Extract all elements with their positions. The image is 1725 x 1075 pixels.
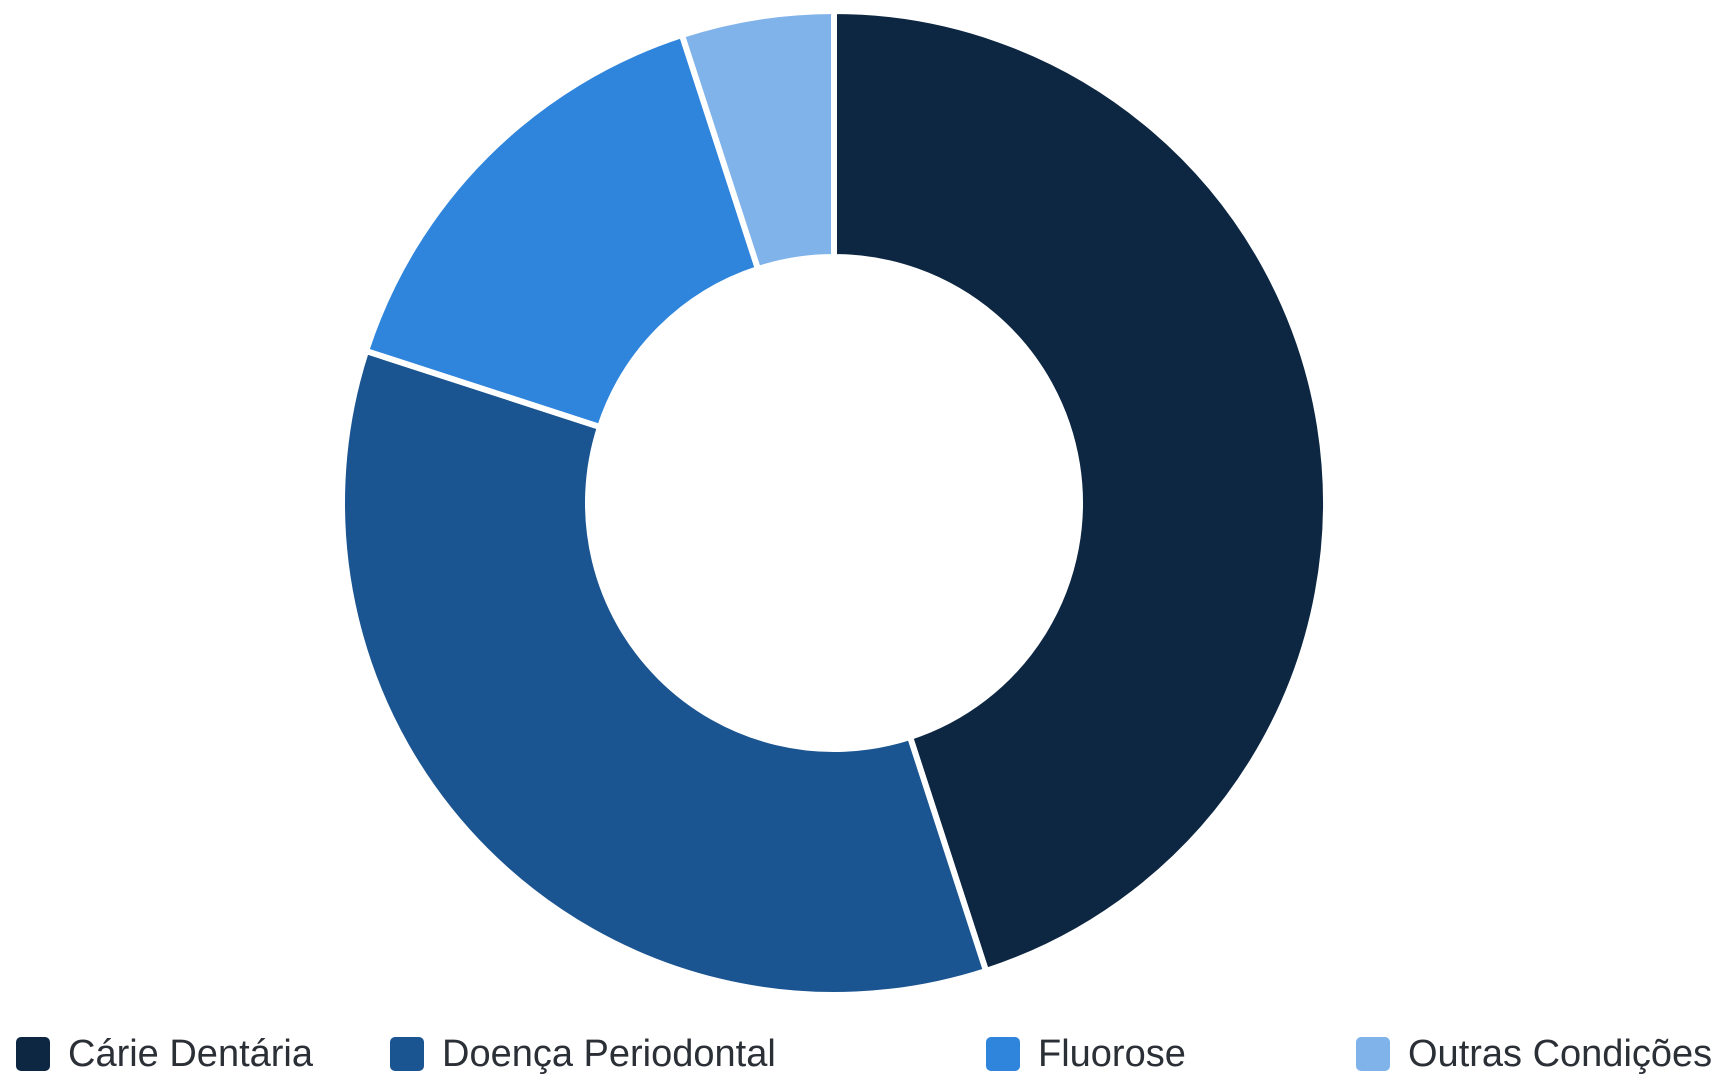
chart-legend: Cárie Dentária Doença Periodontal Fluoro… <box>16 1034 1716 1074</box>
legend-swatch <box>390 1037 424 1071</box>
legend-label: Cárie Dentária <box>68 1033 313 1075</box>
donut-slice-4[interactable] <box>678 7 837 273</box>
legend-swatch <box>1356 1037 1390 1071</box>
legend-label: Doença Periodontal <box>442 1033 776 1075</box>
legend-item-doenca-periodontal[interactable]: Doença Periodontal <box>390 1034 776 1074</box>
legend-swatch <box>986 1037 1020 1071</box>
legend-item-fluorose[interactable]: Fluorose <box>986 1034 1186 1074</box>
legend-item-carie[interactable]: Cárie Dentária <box>16 1034 313 1074</box>
legend-swatch <box>16 1037 50 1071</box>
donut-slice-2[interactable] <box>339 347 990 998</box>
donut-slice-3[interactable] <box>362 31 762 431</box>
legend-item-outras-condicoes[interactable]: Outras Condições <box>1356 1034 1712 1074</box>
legend-label: Outras Condições <box>1408 1033 1713 1075</box>
donut-slice-1[interactable] <box>831 7 1329 975</box>
legend-label: Fluorose <box>1038 1033 1186 1075</box>
donut-chart <box>339 7 1329 998</box>
